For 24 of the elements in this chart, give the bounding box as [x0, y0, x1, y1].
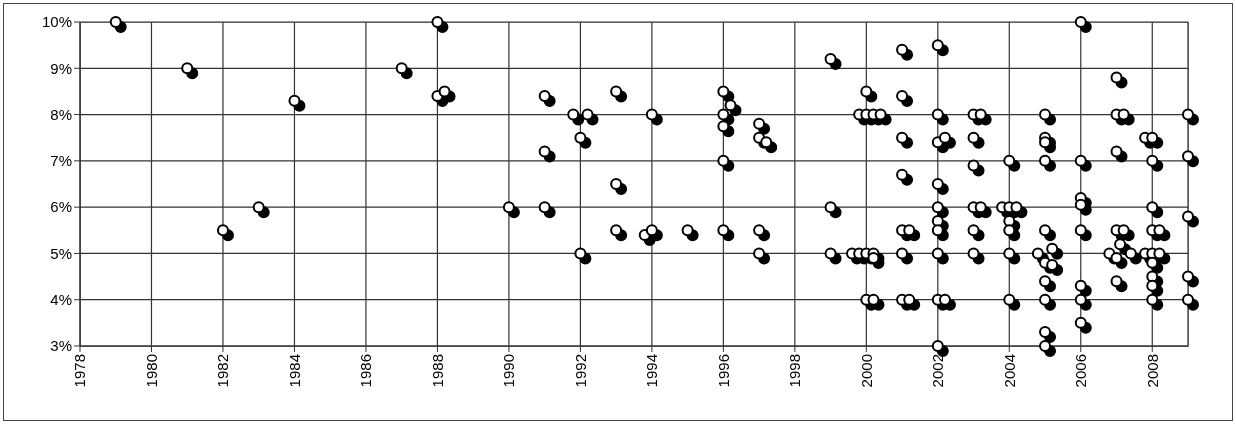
x-tick-label: 2000 [857, 354, 875, 388]
x-tick-label: 1978 [71, 354, 89, 388]
x-tick-label: 2002 [929, 354, 947, 388]
x-tick-label: 2004 [1000, 354, 1018, 388]
x-tick-label: 1992 [571, 354, 589, 388]
x-tick-label: 1986 [357, 354, 375, 388]
y-tick-label: 8% [50, 105, 72, 123]
y-tick-label: 5% [50, 244, 72, 262]
y-tick-label: 3% [50, 337, 72, 355]
x-tick-label: 1994 [643, 354, 661, 388]
x-tick-label: 1996 [714, 354, 732, 388]
y-tick-label: 10% [41, 13, 72, 31]
x-tick-label: 1988 [428, 354, 446, 388]
x-tick-label: 1982 [214, 354, 232, 388]
x-tick-label: 1980 [142, 354, 160, 388]
x-tick-label: 1990 [500, 354, 518, 388]
x-tick-label: 2006 [1072, 354, 1090, 388]
y-tick-label: 7% [50, 152, 72, 170]
y-tick-label: 9% [50, 59, 72, 77]
y-tick-label: 4% [50, 291, 72, 309]
y-tick-label: 6% [50, 198, 72, 216]
x-tick-label: 1984 [285, 354, 303, 388]
x-tick-label: 2008 [1143, 354, 1161, 388]
x-tick-label: 1998 [786, 354, 804, 388]
